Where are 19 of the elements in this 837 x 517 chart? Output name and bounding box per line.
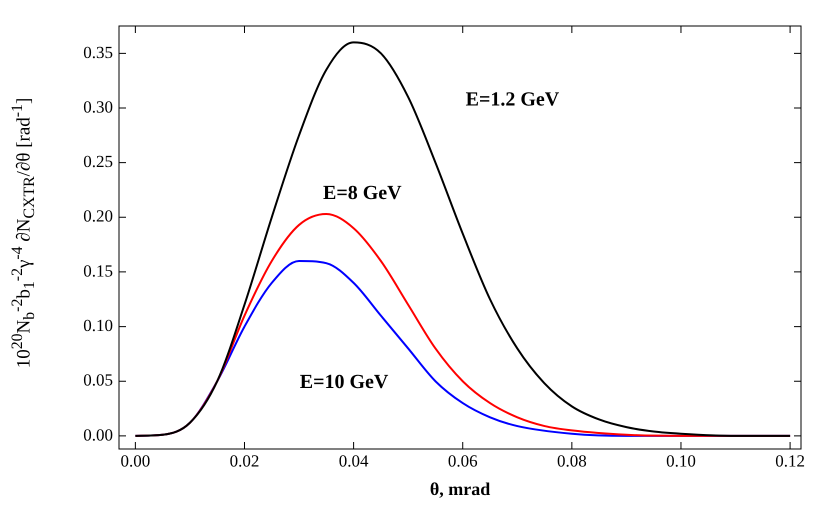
- series-label: E=8 GeV: [323, 182, 402, 204]
- x-axis-title: θ, mrad: [430, 478, 490, 499]
- y-tick-label: 0.00: [83, 425, 113, 444]
- y-tick-label: 0.10: [83, 316, 113, 336]
- x-tick-label: 0.00: [120, 452, 150, 471]
- x-tick-label: 0.08: [556, 452, 587, 471]
- x-tick-label: 0.10: [666, 452, 696, 471]
- series-label: E=10 GeV: [300, 371, 389, 394]
- x-tick-label: 0.02: [230, 452, 260, 471]
- text: E=1.2 GeV: [466, 88, 560, 111]
- y-tick-label: 0.25: [83, 152, 113, 172]
- y-tick-label: 0.05: [83, 370, 113, 390]
- y-tick-label: 0.35: [83, 42, 113, 62]
- y-tick-label: 0.30: [83, 97, 113, 116]
- x-tick-label: 0.12: [775, 452, 805, 471]
- x-tick-label: 0.06: [448, 452, 478, 471]
- y-tick-label: 0.15: [83, 261, 113, 280]
- y-tick-label: 0.20: [83, 206, 113, 226]
- x-tick-label: 0.04: [338, 452, 369, 471]
